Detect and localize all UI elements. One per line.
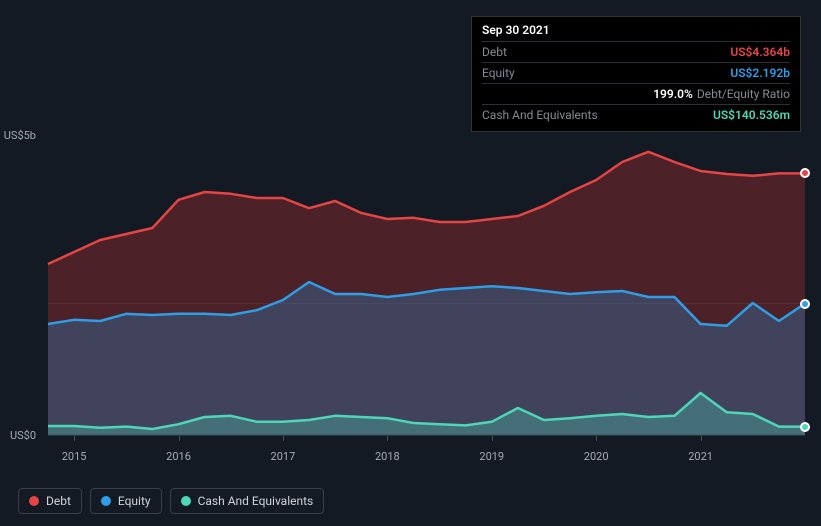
- x-axis-label: 2016: [166, 450, 191, 463]
- legend: Debt Equity Cash And Equivalents: [18, 488, 324, 514]
- tooltip-row-value: US$140.536m: [713, 108, 790, 122]
- tooltip-row-label: Cash And Equivalents: [482, 108, 632, 122]
- legend-dot-icon: [101, 496, 111, 506]
- legend-label: Cash And Equivalents: [198, 494, 314, 508]
- legend-dot-icon: [29, 496, 39, 506]
- series-end-marker: [800, 299, 810, 309]
- tooltip-ratio: 199.0% Debt/Equity Ratio: [653, 87, 790, 101]
- chart-tooltip: Sep 30 2021 Debt US$4.364b Equity US$2.192b…: [471, 16, 801, 132]
- legend-label: Equity: [118, 494, 151, 508]
- legend-item[interactable]: Cash And Equivalents: [170, 488, 325, 514]
- tooltip-ratio-value: 199.0%: [653, 87, 693, 101]
- legend-item[interactable]: Debt: [18, 488, 82, 514]
- x-axis-label: 2017: [271, 450, 296, 463]
- x-tick-mark: [701, 436, 702, 441]
- x-axis-label: 2020: [584, 450, 609, 463]
- x-tick-mark: [283, 436, 284, 441]
- tooltip-date: Sep 30 2021: [482, 23, 790, 41]
- tooltip-row: Debt US$4.364b: [482, 41, 790, 62]
- y-axis-label: US$5b: [0, 129, 36, 142]
- series-end-marker: [800, 168, 810, 178]
- tooltip-ratio-label: Debt/Equity Ratio: [697, 87, 790, 101]
- x-axis-label: 2021: [688, 450, 713, 463]
- x-axis-label: 2019: [479, 450, 504, 463]
- x-axis-label: 2018: [375, 450, 400, 463]
- y-axis-label: US$0: [0, 429, 36, 442]
- tooltip-rows: Debt US$4.364b Equity US$2.192b 199.0% Debt/E…: [482, 41, 790, 125]
- legend-dot-icon: [181, 496, 191, 506]
- x-tick-mark: [387, 436, 388, 441]
- series-end-marker: [800, 422, 810, 432]
- legend-label: Debt: [46, 494, 71, 508]
- tooltip-row-label: [482, 87, 632, 101]
- x-axis-label: 2015: [62, 450, 87, 463]
- tooltip-row: Cash And Equivalents US$140.536m: [482, 104, 790, 125]
- chart-area[interactable]: US$5bUS$02015201620172018201920202021: [18, 120, 805, 465]
- x-tick-mark: [596, 436, 597, 441]
- chart-plot[interactable]: [48, 135, 805, 435]
- tooltip-row-label: Equity: [482, 66, 632, 80]
- tooltip-row-value: US$4.364b: [730, 45, 790, 59]
- x-tick-mark: [74, 436, 75, 441]
- tooltip-row: Equity US$2.192b: [482, 62, 790, 83]
- x-tick-mark: [179, 436, 180, 441]
- tooltip-row-value: US$2.192b: [730, 66, 790, 80]
- tooltip-row-label: Debt: [482, 45, 632, 59]
- legend-item[interactable]: Equity: [90, 488, 162, 514]
- tooltip-row: 199.0% Debt/Equity Ratio: [482, 83, 790, 104]
- x-tick-mark: [492, 436, 493, 441]
- chart-svg: [48, 135, 805, 435]
